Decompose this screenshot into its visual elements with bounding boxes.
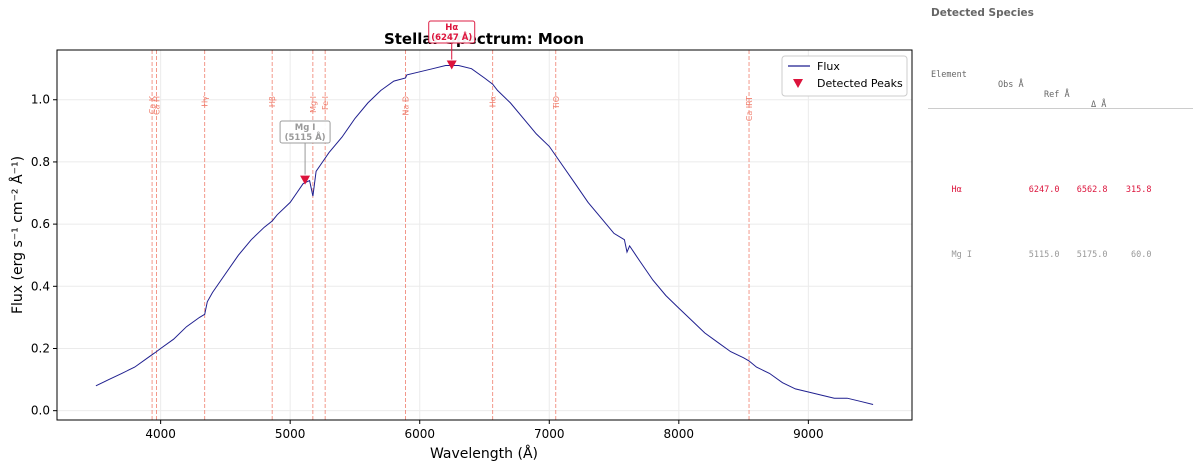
panel-title: Detected Species (931, 7, 1034, 19)
species-delta: 315.8 (1125, 185, 1152, 195)
reference-line-label: Mg I (309, 96, 318, 113)
legend-flux-label: Flux (817, 60, 840, 73)
reference-line-label: Fe I (321, 96, 330, 110)
annotation-box (279, 120, 331, 144)
reference-line-label: Ca H (152, 96, 161, 115)
header-element: Element (931, 70, 967, 80)
flux-line (95, 65, 874, 405)
grid (57, 50, 912, 420)
species-row-halpha: Hα 6247.0 6562.8 315.8 (931, 175, 1181, 205)
species-row-mg-i: Mg I 5115.0 5175.0 60.0 (931, 240, 1181, 270)
species-ref: 6562.8 (1076, 185, 1108, 195)
legend-box (781, 55, 908, 97)
spectrum-chart: Ca KCa H Hγ Hβ Mg I Fe I Na D Hα TiO Ca IRT 4000… (9, 20, 913, 462)
species-delta: 60.0 (1131, 250, 1152, 260)
reference-lines: Ca KCa H Hγ Hβ Mg I Fe I Na D Hα TiO Ca IRT (148, 50, 754, 420)
species-obs: 6247.0 (1028, 185, 1060, 195)
reference-line-label: Ca IRT (745, 96, 754, 121)
legend: Flux Detected Peaks (781, 55, 908, 97)
x-tick-label: 9000 (793, 427, 824, 441)
header-ref: Ref Å (1044, 90, 1070, 100)
panel-header-row: Element Obs Å Ref Å Δ Å (931, 60, 1171, 120)
reference-line-label: Na D (401, 96, 410, 116)
chart-title: Stellar Spectrum: Moon (384, 30, 584, 48)
y-axis-label: Flux (erg s⁻¹ cm⁻² Å⁻¹) (9, 156, 26, 314)
annotation-wavelength: (6247 Å) (431, 32, 472, 43)
reference-line-label: Hα (489, 96, 498, 107)
x-tick-label: 7000 (534, 427, 565, 441)
panel-divider (928, 108, 1193, 109)
plot-frame (56, 49, 913, 421)
x-axis-label: Wavelength (Å) (430, 445, 538, 462)
reference-line-label: TiO (552, 96, 561, 110)
species-ref: 5175.0 (1076, 250, 1108, 260)
x-tick-label: 8000 (664, 427, 695, 441)
x-tick-label: 6000 (404, 427, 435, 441)
y-tick-label: 0.0 (31, 404, 50, 418)
header-obs: Obs Å (998, 80, 1024, 90)
peak-marker (300, 175, 311, 185)
reference-line-label: Ca K (148, 95, 157, 114)
y-tick-label: 0.4 (31, 279, 50, 293)
x-tick-label: 5000 (275, 427, 306, 441)
legend-peaks-label: Detected Peaks (817, 77, 903, 90)
peak-annotations: Hα(6247 Å)Mg I(5115 Å) (279, 20, 476, 175)
reference-line-label: Hγ (201, 96, 210, 107)
peak-marker (446, 60, 457, 70)
reference-line-label: Hβ (268, 96, 277, 107)
detected-peaks (300, 60, 457, 185)
y-tick-label: 1.0 (31, 93, 50, 107)
species-obs: 5115.0 (1028, 250, 1060, 260)
y-axis-ticks: 0.0 0.2 0.4 0.6 0.8 1.0 (31, 93, 57, 418)
y-tick-label: 0.6 (31, 217, 50, 231)
annotation-wavelength: (5115 Å) (285, 132, 326, 143)
x-tick-label: 4000 (145, 427, 176, 441)
y-tick-label: 0.8 (31, 155, 50, 169)
species-element: Hα (951, 185, 962, 195)
annotation-element: Hα (445, 23, 458, 33)
annotation-box (428, 20, 476, 44)
legend-peaks-marker (793, 79, 803, 88)
y-tick-label: 0.2 (31, 341, 50, 355)
annotation-element: Mg I (295, 123, 316, 133)
species-element: Mg I (951, 250, 972, 260)
detected-species-panel: Detected Species Element Obs Å Ref Å Δ Å… (928, 0, 1195, 470)
x-axis-ticks: 4000 5000 6000 7000 8000 9000 (145, 420, 824, 441)
header-delta: Δ Å (1091, 100, 1107, 110)
